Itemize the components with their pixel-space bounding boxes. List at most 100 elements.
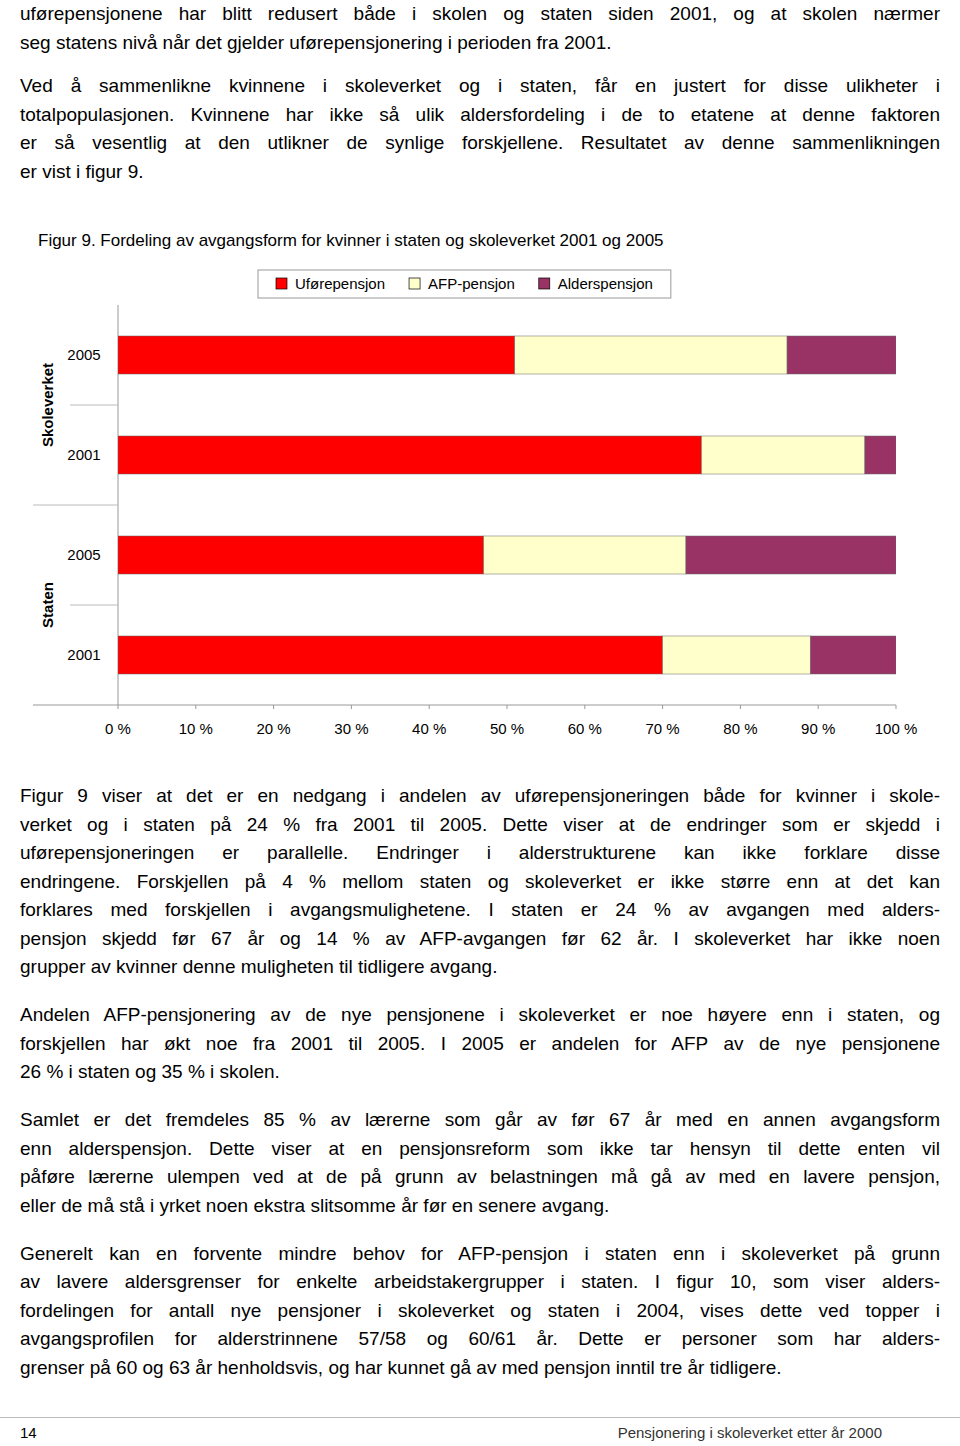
text-line: uførepensjonene har blitt redusert både … — [20, 3, 940, 24]
bar-segment — [663, 636, 811, 674]
line: Samlet er det fremdeles 85 % av lærerne … — [20, 1106, 940, 1135]
line: enn alderspensjon. Dette viser at en pen… — [20, 1135, 940, 1164]
text-line: påføre lærerne ulempen ved at de på grun… — [20, 1166, 940, 1187]
bar-segment — [484, 536, 686, 574]
bars — [118, 336, 896, 674]
paragraph: Generelt kan en forvente mindre behov fo… — [20, 1240, 940, 1383]
bar-segment — [686, 536, 896, 574]
line: endringene. Forskjellen på 4 % mellom st… — [20, 868, 940, 897]
line: uførepensjonene har blitt redusert både … — [20, 0, 940, 29]
line: eller de må stå i yrket noen ekstra slit… — [20, 1192, 940, 1221]
bar-segment — [702, 436, 865, 474]
legend: Uførepensjon AFP-pensjon Alderspensjon — [258, 270, 671, 298]
text-line: av lavere aldersgrenser for enkelte arbe… — [20, 1271, 940, 1292]
x-tick-label: 40 % — [412, 720, 446, 737]
text-line: forklares med forskjellen i avgangsmulig… — [20, 899, 940, 920]
paragraph: Ved å sammenlikne kvinnene i skoleverket… — [20, 72, 940, 186]
x-tick — [273, 705, 274, 709]
x-tick-label: 90 % — [801, 720, 835, 737]
bar-segment — [515, 336, 787, 374]
legend-frame — [258, 270, 671, 298]
text-block: uførepensjonene har blitt redusert både … — [20, 0, 940, 186]
x-tick — [662, 705, 663, 709]
bar-segment — [810, 636, 896, 674]
group-separator — [33, 505, 118, 506]
x-tick — [896, 705, 897, 709]
text-line: er vist i figur 9. — [20, 161, 144, 182]
text-line: avgangsprofilen for alderstrinnene 57/58… — [20, 1328, 940, 1349]
text-line: 26 % i staten og 35 % i skolen. — [20, 1061, 280, 1082]
bar-segment — [865, 436, 896, 474]
x-tick — [818, 705, 819, 709]
x-tick — [351, 705, 352, 709]
line: Figur 9 viser at det er en nedgang i and… — [20, 782, 940, 811]
footer-rule — [0, 1417, 960, 1418]
category-label: 2001 — [67, 646, 100, 663]
text-line: endringene. Forskjellen på 4 % mellom st… — [20, 871, 940, 892]
legend-label: AFP-pensjon — [428, 275, 515, 292]
category-separator — [70, 405, 118, 406]
text-line: eller de må stå i yrket noen ekstra slit… — [20, 1195, 609, 1216]
x-tick — [584, 705, 585, 709]
group-label: Skoleverket — [39, 363, 56, 447]
bar-segment — [787, 336, 896, 374]
text-line: seg statens nivå når det gjelder uførepe… — [20, 32, 612, 53]
x-tick — [118, 705, 119, 709]
legend-swatch — [539, 278, 550, 289]
legend-swatch — [276, 278, 287, 289]
x-tick-label: 50 % — [490, 720, 524, 737]
line: grupper av kvinner denne muligheten til … — [20, 953, 940, 982]
running-footer: Pensjonering i skoleverket etter år 2000 — [618, 1424, 882, 1442]
line: totalpopulasjonen. Kvinnene har ikke så … — [20, 101, 940, 130]
x-tick-label: 100 % — [875, 720, 918, 737]
x-tick-label: 0 % — [105, 720, 131, 737]
category-label: 2005 — [67, 546, 100, 563]
x-tick-label: 70 % — [645, 720, 679, 737]
legend-swatch — [409, 278, 420, 289]
paragraph: Andelen AFP-pensjonering av de nye pensj… — [20, 1001, 940, 1087]
line: av lavere aldersgrenser for enkelte arbe… — [20, 1268, 940, 1297]
x-tick-label: 10 % — [179, 720, 213, 737]
page-number: 14 — [20, 1424, 37, 1442]
category-label: 2001 — [67, 446, 100, 463]
text-line: totalpopulasjonen. Kvinnene har ikke så … — [20, 104, 940, 125]
category-label: 2005 — [67, 346, 100, 363]
chart: Figur 9. Fordeling av avgangsform for kv… — [0, 0, 960, 760]
x-tick-label: 60 % — [568, 720, 602, 737]
chart-title: Figur 9. Fordeling av avgangsform for kv… — [38, 231, 664, 250]
line: uførepensjoneringen er parallelle. Endri… — [20, 839, 940, 868]
line: avgangsprofilen for alderstrinnene 57/58… — [20, 1325, 940, 1354]
text-line: Figur 9 viser at det er en nedgang i and… — [20, 785, 940, 806]
line: påføre lærerne ulempen ved at de på grun… — [20, 1163, 940, 1192]
line: forklares med forskjellen i avgangsmulig… — [20, 896, 940, 925]
line: seg statens nivå når det gjelder uførepe… — [20, 29, 940, 58]
category-separator — [70, 605, 118, 606]
text-line: verket og i staten på 24 % fra 2001 til … — [20, 814, 940, 835]
paragraph: uførepensjonene har blitt redusert både … — [20, 0, 940, 57]
line: Generelt kan en forvente mindre behov fo… — [20, 1240, 940, 1269]
text-line: er så vesentlig at den utlikner de synli… — [20, 132, 940, 153]
text-line: pensjon skjedd før 67 år og 14 % av AFP-… — [20, 928, 940, 949]
text-line: forskjellen har økt noe fra 2001 til 200… — [20, 1033, 940, 1054]
line: Ved å sammenlikne kvinnene i skoleverket… — [20, 72, 940, 101]
line: pensjon skjedd før 67 år og 14 % av AFP-… — [20, 925, 940, 954]
group-label: Staten — [39, 582, 56, 628]
x-axis — [33, 705, 896, 706]
legend-label: Alderspensjon — [558, 275, 653, 292]
legend-label: Uførepensjon — [295, 275, 385, 292]
text-line: Andelen AFP-pensjonering av de nye pensj… — [20, 1004, 940, 1025]
bar-segment — [118, 336, 515, 374]
x-tick — [195, 705, 196, 709]
x-tick — [429, 705, 430, 709]
text-line: Ved å sammenlikne kvinnene i skoleverket… — [20, 75, 940, 96]
x-tick — [740, 705, 741, 709]
text-line: Generelt kan en forvente mindre behov fo… — [20, 1243, 940, 1264]
text-line: grupper av kvinner denne muligheten til … — [20, 956, 497, 977]
line: fordelingen for antall nye pensjoner i s… — [20, 1297, 940, 1326]
bar-segment — [118, 436, 702, 474]
text-line: grenser på 60 og 63 år henholdsvis, og h… — [20, 1357, 782, 1378]
x-tick-label: 80 % — [723, 720, 757, 737]
text-line: Samlet er det fremdeles 85 % av lærerne … — [20, 1109, 940, 1130]
text-line: uførepensjoneringen er parallelle. Endri… — [20, 842, 940, 863]
line: 26 % i staten og 35 % i skolen. — [20, 1058, 940, 1087]
